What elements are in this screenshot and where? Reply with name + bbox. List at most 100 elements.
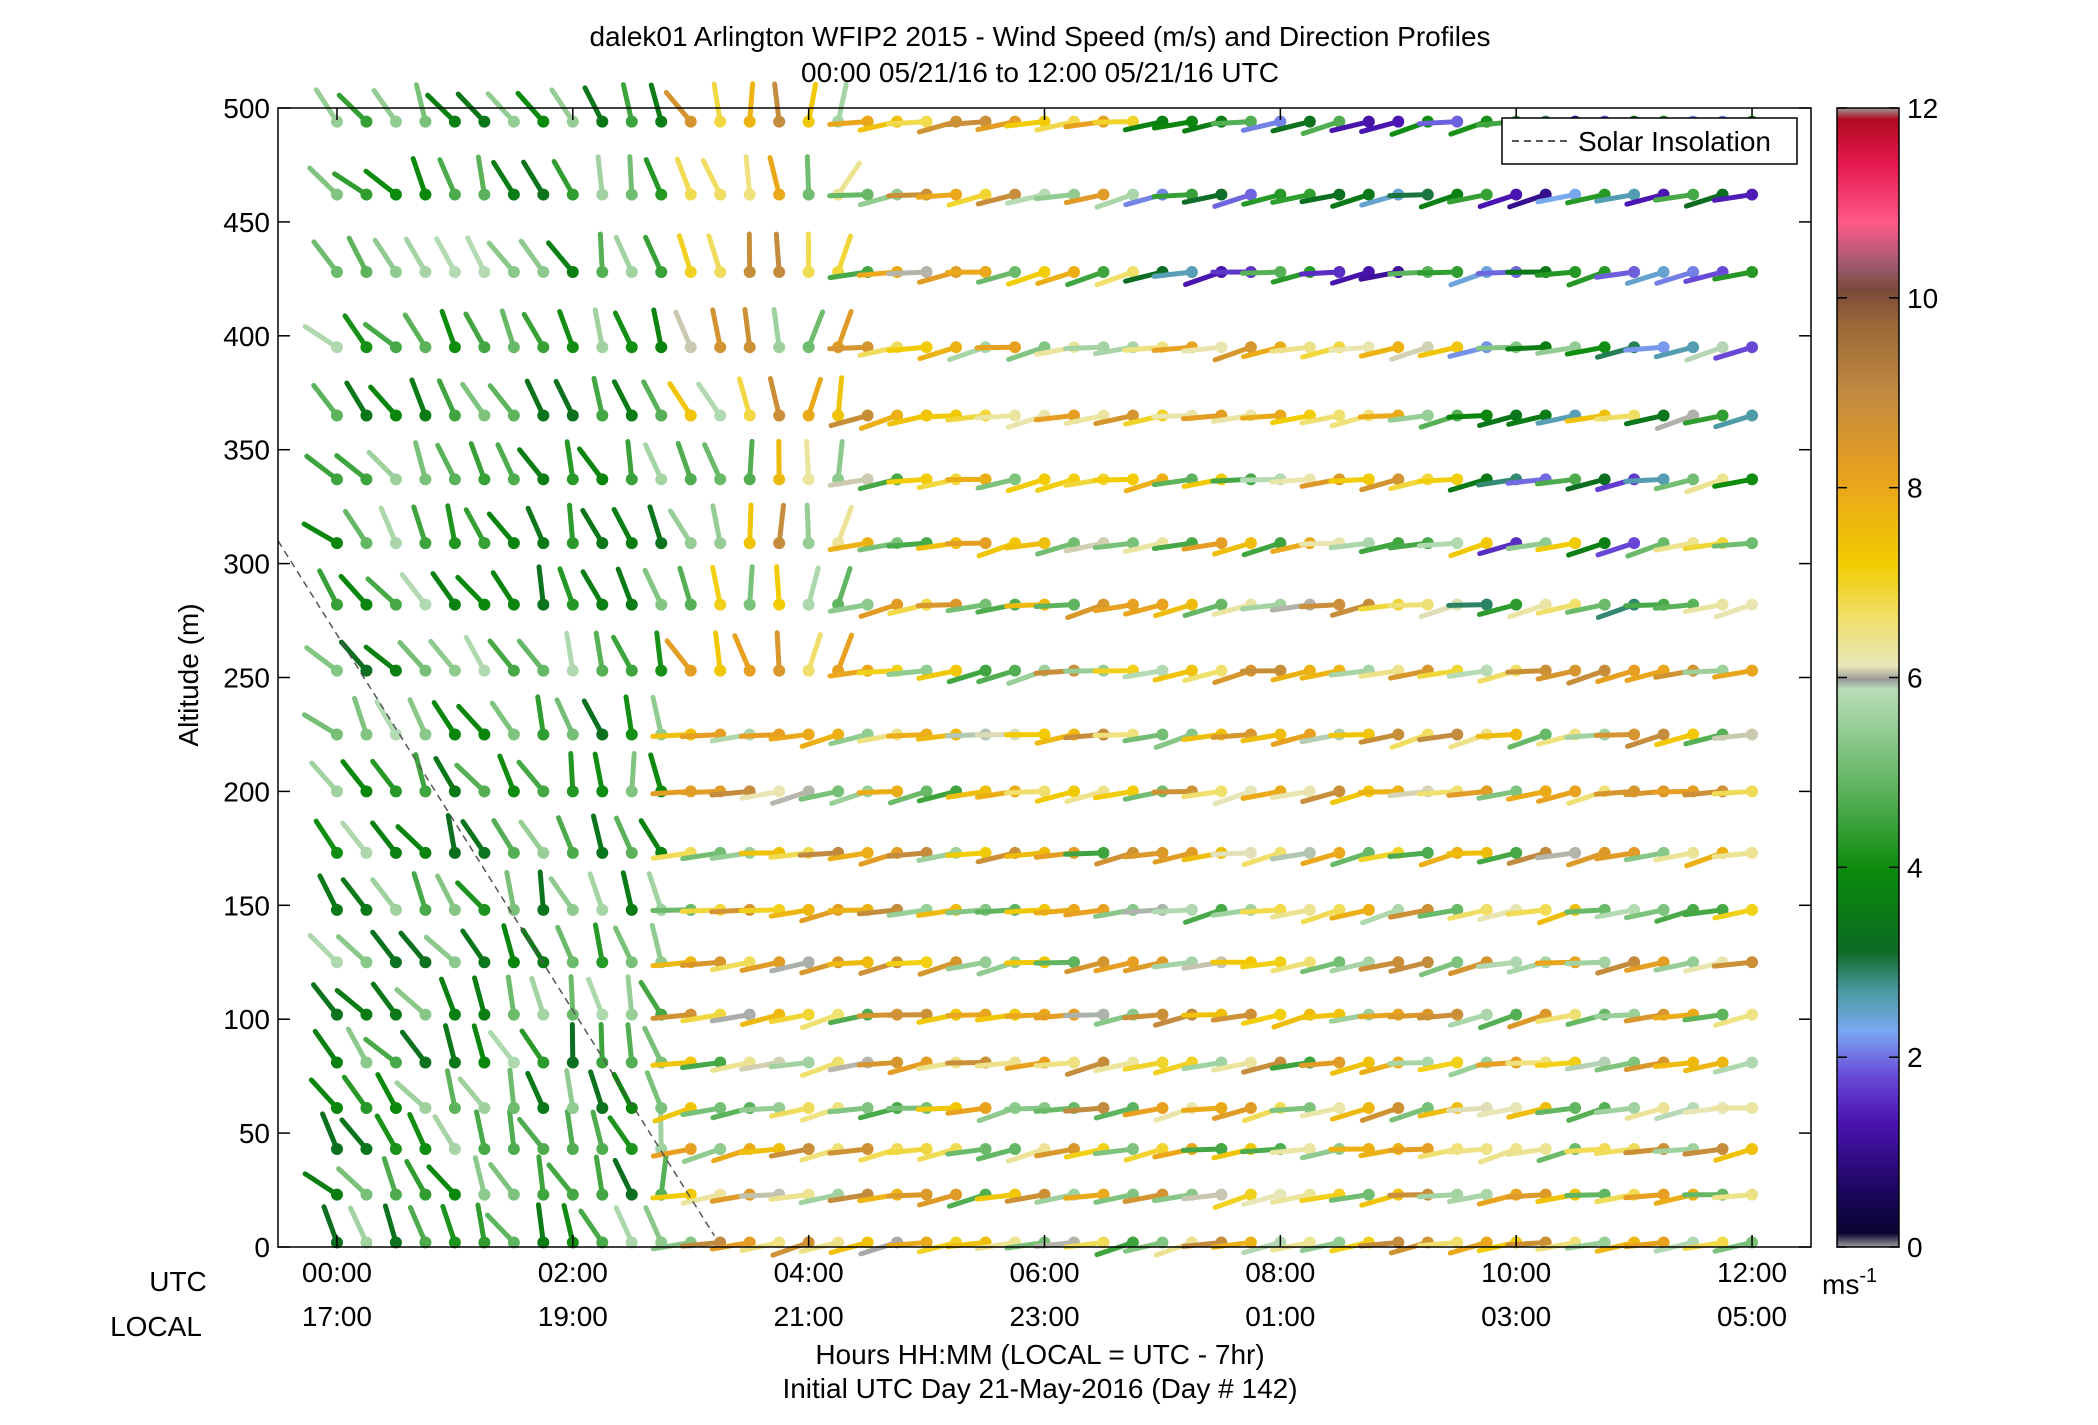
wind-barb-shaft bbox=[555, 924, 576, 965]
wind-barb-point bbox=[389, 266, 402, 279]
wind-barb-shaft bbox=[371, 88, 399, 125]
wind-barb-shaft bbox=[592, 751, 605, 794]
wind-barb-point bbox=[448, 1236, 461, 1249]
wind-barb-shaft bbox=[1182, 668, 1224, 684]
wind-barb-point bbox=[950, 188, 963, 201]
y-tick-label: 400 bbox=[223, 321, 270, 352]
wind-barb-shaft bbox=[409, 377, 428, 419]
wind-barb-point bbox=[625, 1056, 638, 1069]
wind-barb-shaft bbox=[1181, 413, 1224, 422]
wind-barb-point bbox=[1215, 537, 1228, 550]
wind-barb-shaft bbox=[473, 1109, 487, 1152]
wind-barb-shaft bbox=[586, 976, 605, 1018]
wind-barb-shaft bbox=[1594, 192, 1637, 204]
wind-barb-shaft bbox=[536, 1154, 546, 1198]
wind-barb-shaft bbox=[1446, 413, 1490, 420]
wind-barb-shaft bbox=[743, 154, 753, 198]
wind-barb-point bbox=[448, 537, 461, 550]
wind-barb-point bbox=[1628, 409, 1641, 422]
wind-barb-point bbox=[1746, 1008, 1759, 1021]
wind-barb-shaft bbox=[1329, 907, 1372, 921]
wind-barb-shaft bbox=[702, 442, 723, 482]
wind-barb-shaft bbox=[455, 574, 487, 608]
wind-barb-point bbox=[1480, 537, 1493, 550]
wind-barb-point bbox=[596, 598, 609, 611]
wind-barb-shaft bbox=[1624, 413, 1667, 427]
wind-barb-shaft bbox=[1062, 850, 1106, 857]
wind-barb-shaft bbox=[1093, 413, 1136, 427]
wind-barb-shaft bbox=[520, 927, 546, 965]
wind-barb-shaft bbox=[1329, 1105, 1372, 1122]
y-axis: 0 50 100 150 200 250 300 350 400 450 500 bbox=[223, 93, 1811, 1263]
wind-barb-shaft bbox=[1005, 269, 1047, 287]
wind-barb-shaft bbox=[1507, 731, 1549, 750]
wind-barb-point bbox=[1244, 846, 1257, 859]
wind-barb-shaft bbox=[648, 82, 664, 125]
wind-barb-shaft bbox=[1094, 192, 1136, 210]
wind-barb-shaft bbox=[856, 907, 900, 917]
wind-barb-shaft bbox=[1181, 540, 1224, 552]
wind-barb-shaft bbox=[667, 508, 694, 546]
wind-barb-point bbox=[1038, 473, 1051, 486]
wind-barb-shaft bbox=[1151, 959, 1195, 970]
wind-barb-shaft bbox=[1270, 192, 1313, 205]
wind-barb-point bbox=[389, 1143, 402, 1156]
wind-barb-shaft bbox=[799, 731, 841, 749]
wind-barb-shaft bbox=[554, 697, 576, 737]
wind-barb-point bbox=[773, 1102, 786, 1115]
wind-barb-shaft bbox=[1270, 907, 1313, 920]
wind-barb-shaft bbox=[1534, 1059, 1578, 1068]
wind-barb-shaft bbox=[1387, 850, 1431, 860]
wind-barb-shaft bbox=[856, 1059, 900, 1068]
wind-barb-point bbox=[1244, 1056, 1257, 1069]
wind-barb-point bbox=[1598, 598, 1611, 611]
wind-barb-point bbox=[330, 1188, 343, 1201]
wind-barb-point bbox=[537, 409, 550, 422]
wind-barb-point bbox=[360, 1056, 373, 1069]
wind-barb-shaft bbox=[974, 413, 1018, 421]
wind-barb-point bbox=[1539, 598, 1552, 611]
wind-barb-point bbox=[1333, 266, 1346, 279]
wind-barb-point bbox=[1038, 785, 1051, 798]
wind-barb-shaft bbox=[650, 1192, 694, 1201]
wind-barb-point bbox=[1185, 598, 1198, 611]
wind-barb-shaft bbox=[1239, 668, 1283, 674]
wind-barb-shaft bbox=[340, 759, 369, 794]
wind-barb-shaft bbox=[1623, 1059, 1667, 1073]
colorbar-unit: ms-1 bbox=[1822, 1265, 1877, 1300]
wind-barb-point bbox=[891, 598, 904, 611]
wind-barb-point bbox=[1746, 1102, 1759, 1115]
wind-barb-shaft bbox=[917, 959, 959, 977]
wind-barb-shaft bbox=[592, 922, 605, 965]
wind-barb-shaft bbox=[375, 1072, 399, 1111]
wind-barb-shaft bbox=[886, 731, 930, 739]
wind-barb-shaft bbox=[302, 324, 340, 350]
wind-barb-shaft bbox=[334, 987, 369, 1018]
wind-barb-shaft bbox=[827, 602, 871, 614]
wind-barb-shaft bbox=[643, 157, 664, 198]
wind-barb-shaft bbox=[438, 976, 458, 1018]
wind-barb-shaft bbox=[1682, 668, 1726, 675]
wind-barb-shaft bbox=[886, 668, 930, 677]
wind-barb-shaft bbox=[1330, 850, 1372, 868]
wind-barb-point bbox=[979, 266, 992, 279]
wind-barb-point bbox=[537, 1102, 550, 1115]
wind-barb-point bbox=[507, 1143, 520, 1156]
wind-barb-shaft bbox=[334, 453, 369, 482]
wind-barb-point bbox=[625, 473, 638, 486]
wind-barb-point bbox=[537, 1236, 550, 1249]
wind-barb-point bbox=[596, 903, 609, 916]
wind-barb-point bbox=[596, 188, 609, 201]
wind-barb-point bbox=[596, 1143, 609, 1156]
wind-barb-shaft bbox=[1477, 540, 1519, 557]
wind-barb-point bbox=[920, 341, 933, 354]
wind-barb-shaft bbox=[638, 979, 664, 1018]
wind-barb-shaft bbox=[1270, 668, 1313, 683]
wind-barb-point bbox=[979, 956, 992, 969]
wind-barb-shaft bbox=[517, 447, 546, 482]
wind-barb-point bbox=[419, 728, 432, 741]
wind-barb-shaft bbox=[1565, 476, 1608, 492]
wind-barb-shaft bbox=[713, 630, 723, 674]
wind-barb-shaft bbox=[308, 1077, 340, 1111]
wind-barb-shaft bbox=[739, 1059, 782, 1072]
